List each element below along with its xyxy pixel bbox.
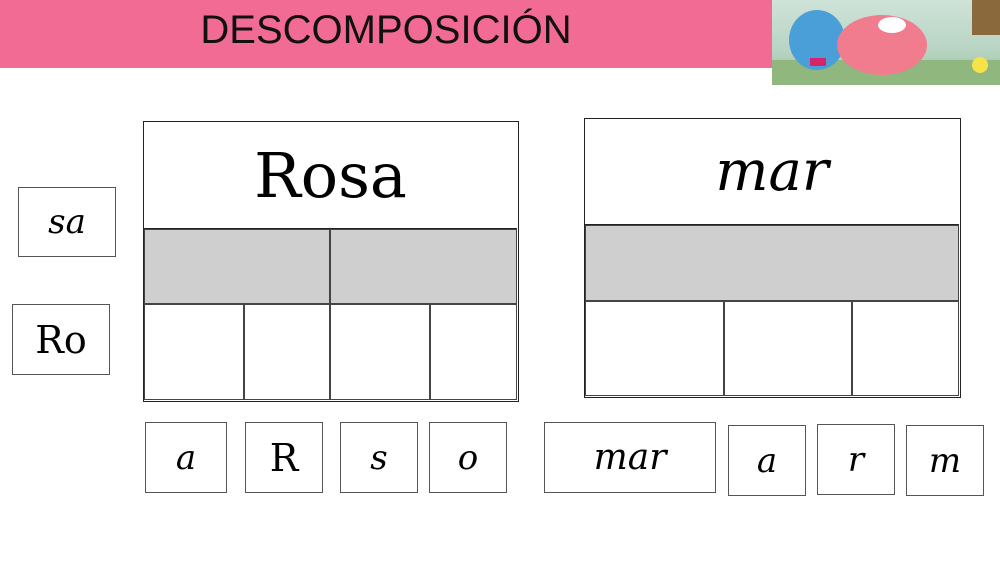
word-board-rosa: Rosa [143,121,519,402]
title-banner [0,0,772,68]
letter-tile-a[interactable]: a [145,422,227,493]
page-title: DESCOMPOSICIÓN [200,8,572,52]
letter-drop-slot[interactable] [244,304,330,400]
letter-tile-r[interactable]: R [245,422,323,493]
letter-drop-slot[interactable] [724,301,852,396]
word-board-mar: mar [584,118,961,398]
syllable-tile-ro[interactable]: Ro [12,304,110,375]
syllable-tile-mar[interactable]: mar [544,422,716,493]
syllable-drop-slot[interactable] [585,225,959,301]
letter-drop-slot[interactable] [144,304,244,400]
syllable-tile-sa[interactable]: sa [18,187,116,257]
letter-drop-slot[interactable] [585,301,724,396]
syllable-drop-slot[interactable] [144,229,330,304]
letter-tile-a[interactable]: a [728,425,806,496]
letter-drop-slot[interactable] [330,304,430,400]
letter-tile-m[interactable]: m [906,425,984,496]
word-label: Rosa [144,122,517,229]
letter-drop-slot[interactable] [430,304,517,400]
letter-tile-o[interactable]: o [429,422,507,493]
letter-tile-r[interactable]: r [817,424,895,495]
syllable-drop-slot[interactable] [330,229,517,304]
letter-tile-s[interactable]: s [340,422,418,493]
word-label: mar [585,119,959,225]
letter-drop-slot[interactable] [852,301,959,396]
monsters-image [772,0,1000,85]
monsters-illustration [772,0,1000,85]
